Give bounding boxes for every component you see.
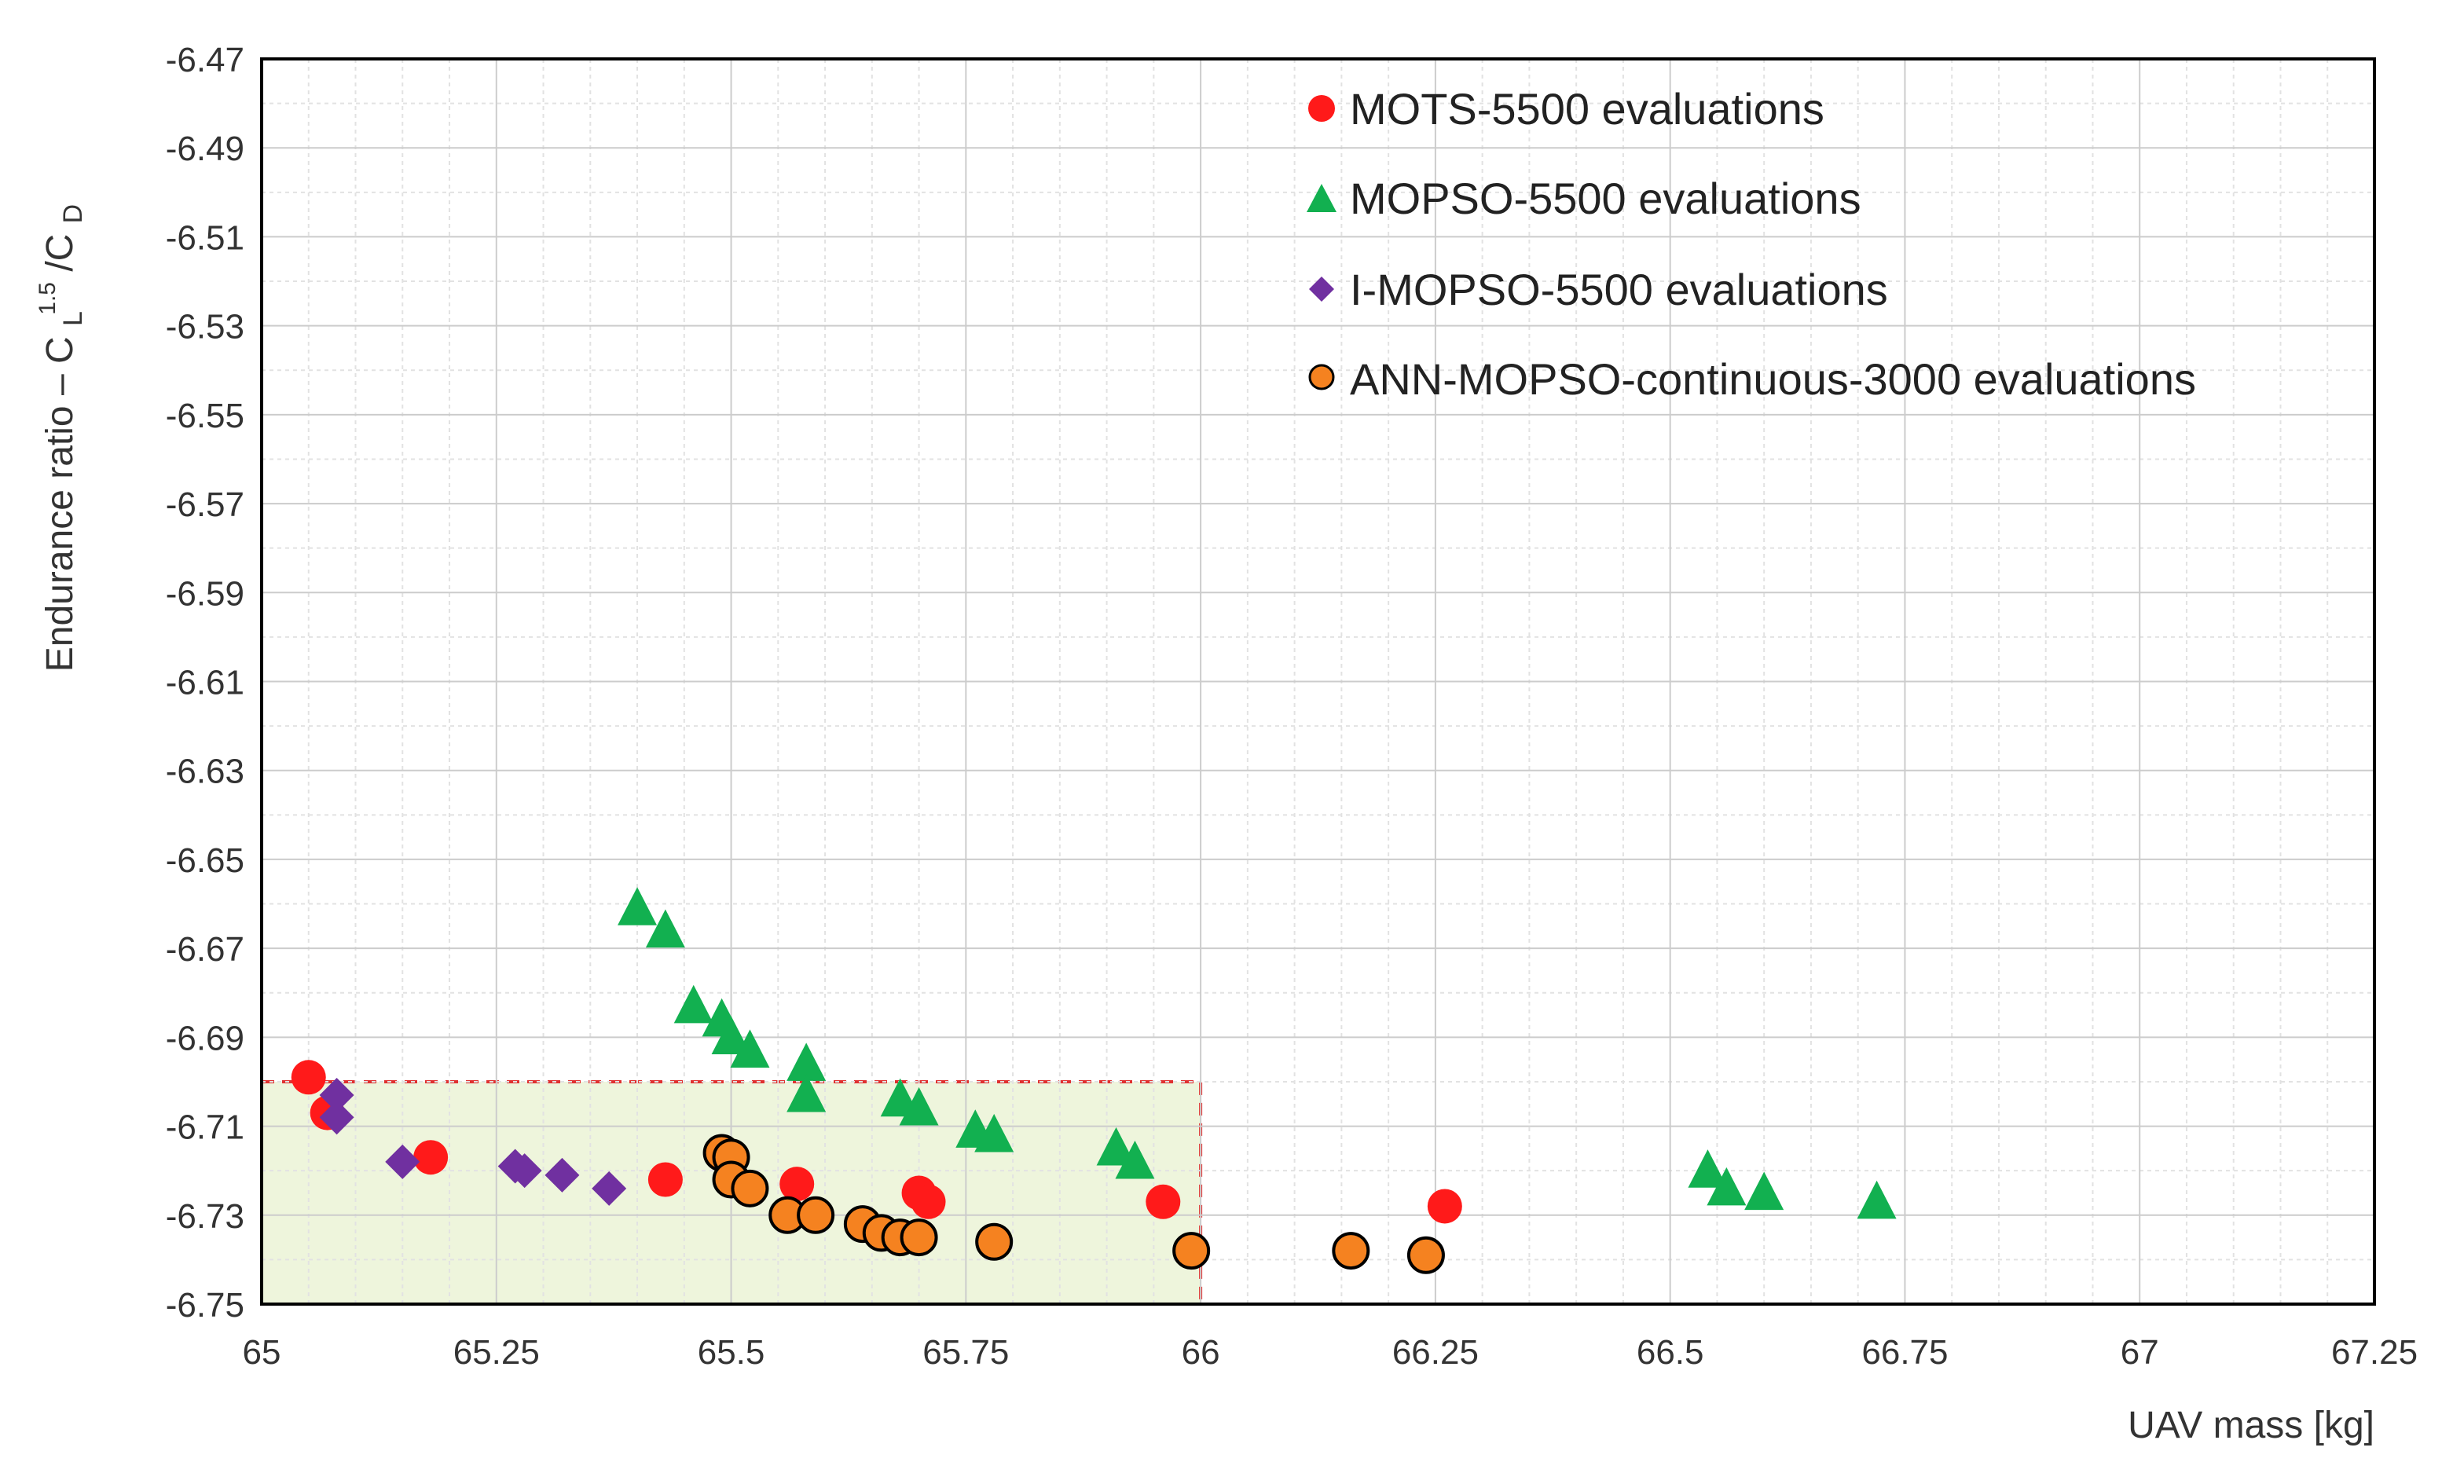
data-point bbox=[618, 887, 658, 925]
legend-item-mots: MOTS-5500 evaluations bbox=[1308, 84, 1824, 134]
data-point bbox=[779, 1167, 815, 1202]
data-point bbox=[673, 984, 713, 1024]
y-tick-label: -6.61 bbox=[166, 664, 244, 702]
series-0 bbox=[291, 1060, 1462, 1224]
data-point bbox=[385, 1144, 420, 1179]
data-point bbox=[507, 1153, 542, 1189]
x-tick-labels: 65 65.25 65.5 65.75 66 66.25 66.5 66.75 67 67.25 bbox=[243, 1333, 2418, 1372]
data-point bbox=[1172, 1232, 1211, 1270]
data-point bbox=[647, 1162, 683, 1197]
data-point bbox=[731, 1169, 769, 1207]
grid-layer bbox=[261, 58, 2375, 1305]
x-tick-label: 65.5 bbox=[698, 1333, 765, 1372]
data-point bbox=[319, 1077, 354, 1112]
data-point bbox=[900, 1218, 938, 1257]
y-tick-label: -6.67 bbox=[166, 930, 244, 969]
data-point bbox=[730, 1029, 770, 1068]
y-axis-label: Endurance ratio – C L 1.5 /C D bbox=[22, 204, 90, 672]
y-axis-label-subscript-d: D bbox=[58, 204, 88, 224]
y-tick-label: -6.75 bbox=[166, 1286, 244, 1325]
y-tick-labels: -6.47 -6.49 -6.51 -6.53 -6.55 -6.57 -6.59 -6.61… bbox=[166, 41, 244, 1325]
x-tick-label: 65.25 bbox=[453, 1333, 540, 1372]
y-axis-label-slash: /C bbox=[39, 234, 81, 272]
data-point bbox=[1406, 1236, 1445, 1274]
x-tick-label: 65 bbox=[243, 1333, 281, 1372]
data-point bbox=[1146, 1184, 1181, 1219]
data-point bbox=[975, 1222, 1014, 1261]
data-point bbox=[1744, 1171, 1784, 1211]
data-point bbox=[319, 1100, 354, 1135]
data-point bbox=[786, 1073, 827, 1112]
x-tick-label: 67.25 bbox=[2331, 1333, 2418, 1372]
x-tick-label: 66.75 bbox=[1861, 1333, 1948, 1372]
data-point bbox=[911, 1184, 946, 1219]
y-tick-label: -6.73 bbox=[166, 1197, 244, 1236]
y-tick-label: -6.63 bbox=[166, 753, 244, 791]
y-tick-label: -6.71 bbox=[166, 1108, 244, 1147]
legend-marker-circle-icon bbox=[1308, 95, 1335, 122]
data-point bbox=[291, 1060, 326, 1095]
data-point bbox=[1707, 1167, 1747, 1206]
series-1 bbox=[618, 887, 1897, 1219]
legend-marker-diamond-icon bbox=[1309, 277, 1334, 302]
legend-label-mopso: MOPSO-5500 evaluations bbox=[1350, 174, 1861, 223]
x-tick-label: 66.25 bbox=[1392, 1333, 1479, 1372]
legend-label-i-mopso: I-MOPSO-5500 evaluations bbox=[1350, 265, 1888, 314]
legend-marker-triangle-icon bbox=[1307, 184, 1336, 212]
y-tick-label: -6.69 bbox=[166, 1019, 244, 1057]
data-point bbox=[711, 1016, 751, 1054]
x-tick-label: 66.5 bbox=[1637, 1333, 1704, 1372]
data-point bbox=[1096, 1127, 1136, 1166]
x-axis-label: UAV mass [kg] bbox=[2128, 1405, 2374, 1446]
y-tick-label: -6.65 bbox=[166, 841, 244, 880]
y-tick-label: -6.59 bbox=[166, 574, 244, 613]
legend-item-i-mopso: I-MOPSO-5500 evaluations bbox=[1309, 265, 1888, 314]
y-axis-label-subscript-l: L bbox=[58, 311, 88, 326]
x-tick-label: 66 bbox=[1182, 1333, 1220, 1372]
y-tick-label: -6.47 bbox=[166, 41, 244, 79]
legend-label-mots: MOTS-5500 evaluations bbox=[1350, 84, 1824, 134]
legend-label-ann-mopso: ANN-MOPSO-continuous-3000 evaluations bbox=[1350, 354, 2196, 404]
data-point bbox=[592, 1171, 627, 1206]
legend: MOTS-5500 evaluations MOPSO-5500 evaluat… bbox=[1307, 84, 2196, 404]
data-point bbox=[1427, 1189, 1462, 1224]
data-point bbox=[974, 1113, 1014, 1152]
data-point bbox=[544, 1157, 580, 1193]
x-tick-label: 67 bbox=[2121, 1333, 2159, 1372]
series-3 bbox=[702, 1134, 1445, 1274]
y-axis-label-prefix: Endurance ratio – C bbox=[39, 336, 81, 672]
legend-item-ann-mopso: ANN-MOPSO-continuous-3000 evaluations bbox=[1308, 354, 2196, 404]
plot-area-frame bbox=[260, 57, 2376, 1306]
series-2 bbox=[319, 1077, 627, 1206]
data-point bbox=[797, 1196, 835, 1234]
data-point bbox=[413, 1140, 449, 1175]
data-point bbox=[645, 909, 685, 948]
y-axis-label-superscript: 1.5 bbox=[35, 282, 60, 315]
data-point bbox=[1688, 1149, 1728, 1188]
y-tick-label: -6.51 bbox=[166, 218, 244, 257]
y-tick-label: -6.49 bbox=[166, 130, 244, 168]
data-points-layer bbox=[291, 887, 1897, 1274]
legend-marker-outlined-circle-icon bbox=[1308, 364, 1335, 390]
data-point bbox=[1857, 1180, 1897, 1219]
legend-item-mopso: MOPSO-5500 evaluations bbox=[1307, 174, 1861, 223]
data-point bbox=[899, 1086, 939, 1126]
data-point bbox=[1332, 1232, 1370, 1270]
data-point bbox=[1115, 1140, 1155, 1179]
x-tick-label: 65.75 bbox=[922, 1333, 1009, 1372]
y-tick-label: -6.55 bbox=[166, 397, 244, 435]
y-tick-label: -6.57 bbox=[166, 486, 244, 524]
y-tick-label: -6.53 bbox=[166, 308, 244, 346]
data-point bbox=[786, 1042, 827, 1081]
